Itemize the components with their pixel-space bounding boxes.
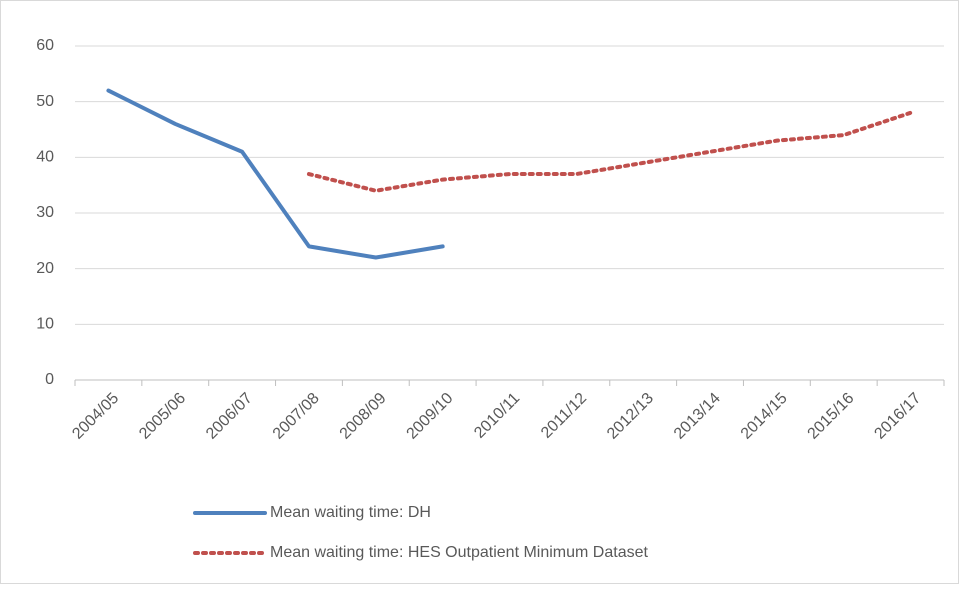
y-tick-label: 50 [36, 93, 54, 110]
y-tick-label: 40 [36, 149, 54, 166]
legend-label: Mean waiting time: HES Outpatient Minimu… [270, 544, 648, 561]
y-tick-label: 20 [36, 260, 54, 277]
y-tick-label: 10 [36, 316, 54, 333]
y-tick-label: 30 [36, 204, 54, 221]
series-line [306, 110, 913, 193]
legend-label: Mean waiting time: DH [270, 504, 431, 521]
y-tick-label: 60 [36, 37, 54, 54]
y-tick-label: 0 [45, 371, 54, 388]
series-line [106, 88, 445, 260]
